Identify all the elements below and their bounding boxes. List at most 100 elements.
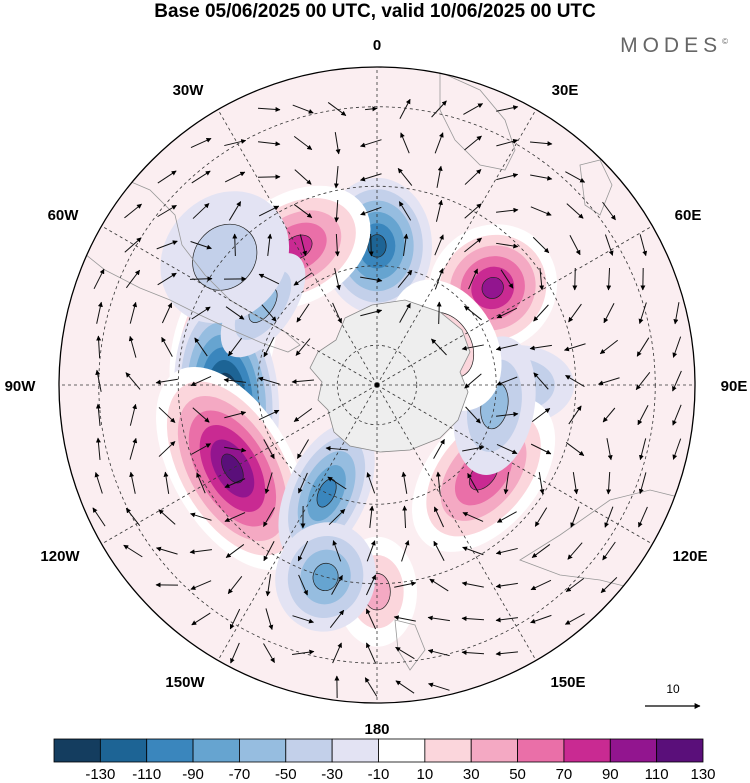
wind-arrow <box>433 506 445 528</box>
wind-arrow <box>636 337 650 357</box>
wind-arrow <box>190 512 212 521</box>
wind-arrow <box>360 308 383 317</box>
wind-arrow <box>496 242 519 249</box>
wind-arrow <box>292 649 315 656</box>
wind-arrow <box>156 240 178 250</box>
wind-arrow <box>567 542 583 560</box>
wind-arrow <box>564 343 586 352</box>
wind-arrow <box>230 642 240 664</box>
wind-arrow <box>190 138 212 148</box>
wind-arrow <box>600 576 618 594</box>
wind-arrow <box>434 234 444 256</box>
wind-arrow <box>225 306 245 320</box>
wind-arrow <box>125 269 141 289</box>
colorbar-swatch <box>609 738 658 763</box>
wind-arrow <box>463 305 482 321</box>
wind-arrow <box>534 507 548 527</box>
wind-arrow <box>530 579 552 591</box>
wind-arrow <box>434 132 444 154</box>
wind-arrow <box>334 233 340 257</box>
wind-arrow <box>495 344 518 351</box>
wind-arrow <box>293 204 313 218</box>
wind-arrow <box>530 614 552 624</box>
wind-arrow <box>95 369 102 392</box>
wind-arrow <box>293 272 313 286</box>
wind-arrow <box>635 372 651 391</box>
wind-arrow <box>529 344 552 351</box>
wind-arrow <box>604 234 614 256</box>
wind-arrow <box>435 471 441 494</box>
wind-arrow <box>96 301 103 324</box>
wind-arrow <box>229 608 241 630</box>
wind-arrow <box>258 273 280 285</box>
wind-arrow <box>570 506 580 528</box>
wind-arrow <box>129 437 138 460</box>
wind-arrow <box>606 438 613 461</box>
wind-arrow <box>365 608 377 630</box>
map-disc <box>59 67 695 703</box>
wind-arrow <box>395 680 415 694</box>
wind-arrow <box>227 337 243 357</box>
wind-arrow <box>190 241 212 250</box>
colorbar-tick-label: 50 <box>509 766 526 783</box>
africa-landmass <box>439 71 516 171</box>
wind-arrow <box>369 505 375 528</box>
colorbar-tick-label: 110 <box>645 766 669 783</box>
wind-arrow <box>436 165 443 188</box>
wind-arrow <box>92 507 106 527</box>
meridian-line <box>376 109 537 386</box>
wind-arrow <box>224 139 247 147</box>
wind-arrow <box>366 642 376 664</box>
wind-arrow <box>673 302 680 325</box>
reference-vector-label: 10 <box>666 682 680 696</box>
wind-arrow <box>292 615 314 624</box>
wind-arrow <box>495 547 518 555</box>
wind-arrow <box>604 506 614 528</box>
wind-arrow <box>267 233 273 256</box>
wind-arrow <box>431 100 447 118</box>
colorbar-swatch <box>331 738 379 763</box>
wind-arrow <box>606 471 612 495</box>
colorbar-swatch <box>470 738 518 763</box>
colorbar-swatch <box>285 738 333 763</box>
wind-arrow <box>158 509 176 525</box>
latitude-circle <box>336 344 418 426</box>
wind-arrow <box>224 478 246 488</box>
wind-arrow <box>334 268 341 291</box>
wind-arrow <box>464 203 482 219</box>
wind-arrow <box>157 204 177 218</box>
wind-arrow <box>564 613 585 625</box>
colorbar-tick-label: 30 <box>463 766 480 783</box>
meridian-line <box>217 384 378 661</box>
wind-arrow <box>189 549 212 555</box>
wind-arrow <box>495 582 518 589</box>
wind-arrow <box>496 105 519 112</box>
wind-arrow <box>124 203 142 219</box>
wind-arrow <box>606 267 612 291</box>
wind-arrow <box>495 617 518 623</box>
wind-arrow <box>157 272 177 286</box>
wind-arrow <box>529 141 553 147</box>
wind-arrow <box>128 335 137 358</box>
wind-arrow <box>292 104 314 114</box>
wind-arrow <box>532 236 550 254</box>
lon-label-120e: 120E <box>672 548 707 565</box>
wind-arrow <box>155 546 178 555</box>
wind-arrow <box>298 574 308 596</box>
wind-arrow <box>638 302 647 324</box>
wind-arrow <box>227 576 243 595</box>
wind-arrow <box>263 336 275 358</box>
wind-arrow <box>399 302 411 323</box>
colorbar-tick-label: -110 <box>132 766 161 783</box>
wind-arrow <box>333 166 339 189</box>
wind-arrow <box>572 267 578 291</box>
wind-arrow <box>125 372 141 390</box>
south-america-landmass <box>79 174 301 353</box>
colorbar-swatch <box>146 738 194 763</box>
wind-arrow <box>533 372 549 390</box>
wind-arrow <box>95 403 101 426</box>
wind-arrow <box>263 643 275 663</box>
wind-arrow <box>496 207 519 213</box>
wind-arrow <box>261 304 277 322</box>
